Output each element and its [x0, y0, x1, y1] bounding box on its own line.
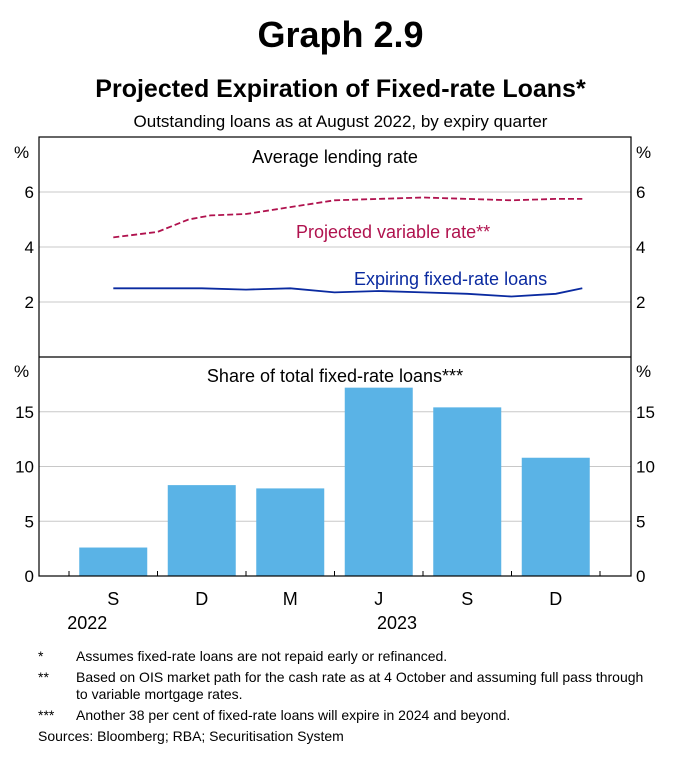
variable-rate-label: Projected variable rate**: [296, 222, 490, 242]
y-tick-label: 15: [636, 403, 655, 422]
bar: [79, 547, 148, 576]
x-tick-label: D: [549, 589, 562, 609]
footnote-text: Based on OIS market path for the cash ra…: [76, 669, 644, 702]
footnote-marker: ***: [38, 707, 55, 723]
y-tick-label: 10: [15, 458, 34, 477]
y-tick-label: 4: [25, 238, 34, 257]
fixed-rate-label: Expiring fixed-rate loans: [354, 269, 547, 289]
footnotes: * Assumes fixed-rate loans are not repai…: [38, 648, 658, 745]
footnote-text: Another 38 per cent of fixed-rate loans …: [76, 707, 511, 723]
year-label: 2022: [67, 613, 107, 633]
y-tick-label: 10: [636, 458, 655, 477]
unit-label-left: %: [14, 362, 29, 381]
footnote: *** Another 38 per cent of fixed-rate lo…: [38, 707, 658, 724]
footnote-text: Assumes fixed-rate loans are not repaid …: [76, 648, 448, 664]
chart-subtitle: Outstanding loans as at August 2022, by …: [133, 112, 548, 131]
x-tick-label: M: [283, 589, 298, 609]
y-tick-label: 0: [25, 567, 34, 586]
fixed-rate-line: [113, 287, 583, 298]
y-tick-label: 15: [15, 403, 34, 422]
y-tick-label: 6: [636, 183, 645, 202]
footnote: * Assumes fixed-rate loans are not repai…: [38, 648, 658, 665]
bar: [256, 488, 325, 576]
y-tick-label: 5: [25, 512, 34, 531]
sources: Sources: Bloomberg; RBA; Securitisation …: [38, 728, 344, 744]
y-tick-label: 4: [636, 238, 645, 257]
y-tick-label: 5: [636, 512, 645, 531]
y-tick-label: 6: [25, 183, 34, 202]
x-tick-label: S: [461, 589, 473, 609]
x-tick-label: S: [107, 589, 119, 609]
footnote-marker: **: [38, 669, 49, 685]
bar: [344, 387, 413, 576]
unit-label-right: %: [636, 143, 651, 162]
x-tick-label: J: [374, 589, 383, 609]
unit-label-left: %: [14, 143, 29, 162]
x-tick-label: D: [195, 589, 208, 609]
y-tick-label: 2: [25, 293, 34, 312]
unit-label-right: %: [636, 362, 651, 381]
chart-title: Projected Expiration of Fixed-rate Loans…: [95, 75, 586, 103]
variable-rate-line: [113, 196, 583, 239]
footnote: ** Based on OIS market path for the cash…: [38, 669, 658, 703]
year-label: 2023: [377, 613, 417, 633]
y-tick-label: 0: [636, 567, 645, 586]
bar: [433, 407, 502, 576]
panel-title-share: Share of total fixed-rate loans***: [207, 366, 463, 386]
y-tick-label: 2: [636, 293, 645, 312]
panel-title-lending-rate: Average lending rate: [252, 147, 418, 167]
footnote-marker: *: [38, 648, 44, 664]
graph-number: Graph 2.9: [257, 14, 424, 55]
bar: [521, 457, 590, 576]
bar: [167, 485, 236, 576]
